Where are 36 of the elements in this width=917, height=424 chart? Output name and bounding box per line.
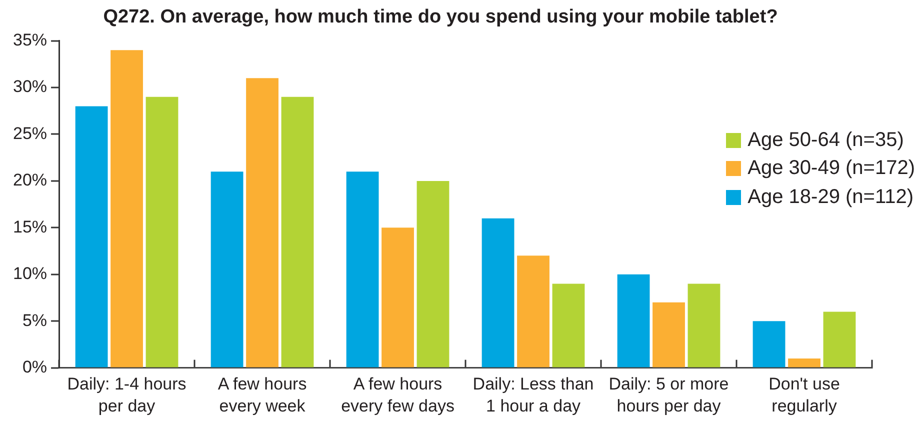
bar (416, 180, 450, 368)
x-tick-label: Daily: 5 or more hours per day (608, 374, 729, 416)
bar (517, 256, 550, 368)
x-tick-label: Daily: Less than 1 hour a day (472, 374, 594, 416)
bar (346, 172, 379, 368)
y-tick-label: 0% (22, 357, 48, 376)
bar (146, 96, 178, 368)
bar (752, 321, 786, 368)
y-tick-label: 35% (12, 30, 48, 50)
x-tick-label: A few hours every week (218, 374, 307, 416)
bar (823, 312, 856, 368)
x-tick-label: Daily: 1-4 hours per day (67, 374, 186, 416)
bar (382, 228, 414, 368)
y-tick-label: 25% (12, 124, 48, 143)
bar (482, 218, 514, 368)
chart-title: Q272. On average, how much time do you spend using your mobile tablet? (103, 6, 778, 28)
bar (110, 50, 143, 368)
bar (688, 284, 720, 368)
y-tick-label: 20% (12, 170, 48, 190)
legend-label: Age 30-49 (n=172) (748, 157, 915, 180)
bar (552, 284, 585, 368)
y-tick-label: 10% (12, 264, 48, 284)
bar (652, 302, 685, 368)
x-tick-label: A few hours every few days (341, 374, 454, 416)
legend-label: Age 50-64 (n=35) (748, 128, 904, 152)
x-tick-label: Don't use regularly (768, 374, 840, 416)
bar (75, 106, 108, 368)
bar (210, 172, 244, 368)
bar (788, 358, 820, 368)
bar (281, 96, 314, 368)
y-tick-label: 15% (12, 217, 48, 236)
y-tick-label: 5% (22, 310, 48, 330)
y-tick-label: 30% (12, 77, 48, 96)
bar (617, 274, 650, 368)
bar (246, 78, 278, 368)
legend-label: Age 18-29 (n=112) (748, 186, 914, 209)
